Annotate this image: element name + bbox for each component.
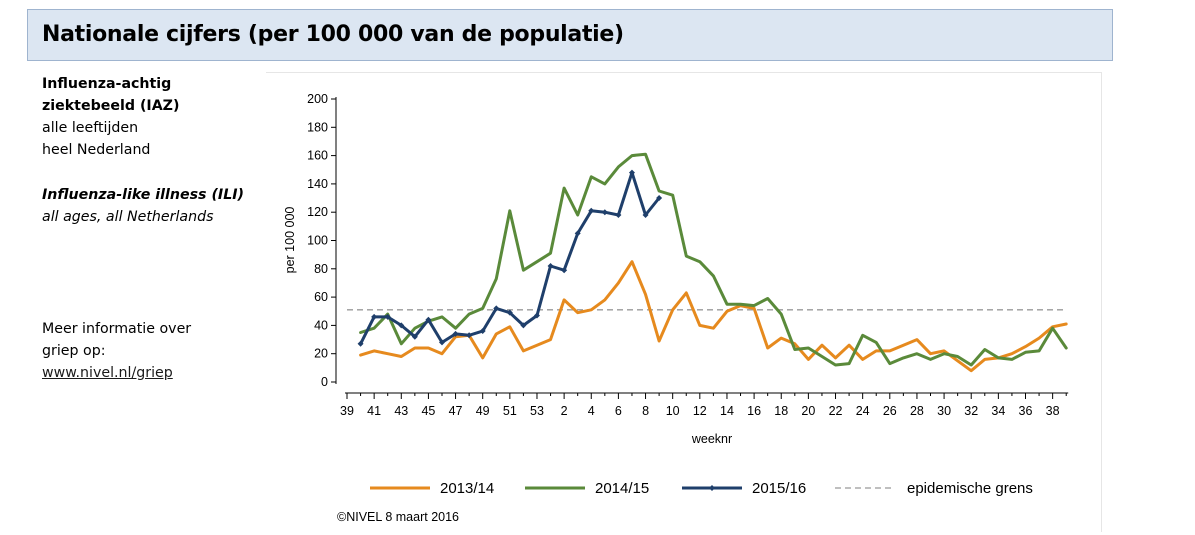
legend: 2013/14 2014/15 2015/16 epidemische grens bbox=[370, 480, 1033, 497]
data-point-marker bbox=[642, 212, 649, 219]
sidebar-nl-title-line2: ziektebeeld (IAZ) bbox=[42, 98, 180, 114]
x-tick-label: 10 bbox=[666, 404, 680, 418]
legend-item: 2013/14 bbox=[370, 480, 494, 497]
x-tick-label: 18 bbox=[774, 404, 788, 418]
y-tick-label: 180 bbox=[307, 120, 328, 134]
x-tick-label: 38 bbox=[1046, 404, 1060, 418]
series-line bbox=[359, 171, 661, 346]
x-tick-label: 47 bbox=[449, 404, 463, 418]
y-tick-label: 20 bbox=[314, 347, 328, 361]
x-tick-label: 36 bbox=[1019, 404, 1033, 418]
data-point-marker bbox=[398, 322, 405, 329]
y-tick-label: 200 bbox=[307, 92, 328, 106]
x-axis: 39 41 43 45 47 49 51 53 2 4 6 8 10 12 14 16 18 20 22 24 26 28… bbox=[340, 392, 1069, 418]
x-tick-label: 12 bbox=[693, 404, 707, 418]
y-tick-label: 60 bbox=[314, 290, 328, 304]
x-tick-label: 8 bbox=[642, 404, 649, 418]
x-tick-label: 14 bbox=[720, 404, 734, 418]
x-tick-label: 6 bbox=[615, 404, 622, 418]
chart-frame bbox=[266, 72, 1102, 532]
data-point-marker bbox=[533, 312, 540, 319]
y-tick-label: 80 bbox=[314, 262, 328, 276]
sidebar-nl-block: Influenza-achtig ziektebeeld (IAZ) alle … bbox=[42, 73, 179, 161]
series-2014-15 bbox=[359, 152, 1068, 367]
series-line bbox=[359, 152, 1068, 367]
data-point-marker bbox=[561, 267, 568, 274]
sidebar-nl-line3: alle leeftijden bbox=[42, 120, 139, 136]
x-tick-label: 20 bbox=[801, 404, 815, 418]
data-point-marker bbox=[452, 330, 459, 337]
x-tick-label: 4 bbox=[588, 404, 595, 418]
sidebar-en-title: Influenza-like illness (ILI) bbox=[42, 187, 245, 203]
x-tick-label: 34 bbox=[991, 404, 1005, 418]
x-tick-label: 43 bbox=[394, 404, 408, 418]
legend-item: epidemische grens bbox=[835, 480, 1033, 497]
y-tick-label: 40 bbox=[314, 318, 328, 332]
data-point-marker bbox=[601, 209, 608, 216]
x-tick-label: 39 bbox=[340, 404, 354, 418]
legend-marker bbox=[709, 485, 715, 491]
data-point-marker bbox=[656, 195, 663, 202]
series-layer bbox=[357, 152, 1068, 373]
x-tick-label: 26 bbox=[883, 404, 897, 418]
sidebar-en-block: Influenza-like illness (ILI) all ages, a… bbox=[42, 184, 244, 228]
x-tick-label: 49 bbox=[476, 404, 490, 418]
x-tick-label: 16 bbox=[747, 404, 761, 418]
x-tick-label: 28 bbox=[910, 404, 924, 418]
data-point-marker bbox=[425, 316, 432, 323]
data-point-marker bbox=[588, 207, 595, 214]
y-tick-label: 140 bbox=[307, 177, 328, 191]
data-point-marker bbox=[493, 305, 500, 312]
data-point-marker bbox=[384, 313, 391, 320]
y-axis-label: per 100 000 bbox=[283, 207, 297, 274]
x-tick-label: 53 bbox=[530, 404, 544, 418]
x-tick-label: 2 bbox=[561, 404, 568, 418]
data-point-marker bbox=[506, 309, 513, 316]
legend-item: 2015/16 bbox=[682, 480, 806, 497]
data-point-marker bbox=[520, 322, 527, 329]
y-tick-label: 120 bbox=[307, 205, 328, 219]
header-bar: Nationale cijfers (per 100 000 van de po… bbox=[27, 9, 1113, 61]
copyright-note: ©NIVEL 8 maart 2016 bbox=[337, 510, 459, 524]
x-tick-label: 32 bbox=[964, 404, 978, 418]
series-2015-16 bbox=[357, 169, 663, 347]
legend-item: 2014/15 bbox=[525, 480, 649, 497]
y-axis: 0 20 40 60 80 100 120 140 160 180 200 bbox=[307, 92, 337, 389]
x-axis-label: weeknr bbox=[691, 432, 732, 446]
y-tick-label: 100 bbox=[307, 234, 328, 248]
x-tick-label: 41 bbox=[367, 404, 381, 418]
y-tick-label: 160 bbox=[307, 149, 328, 163]
page-title: Nationale cijfers (per 100 000 van de po… bbox=[42, 22, 624, 47]
x-tick-label: 45 bbox=[421, 404, 435, 418]
x-tick-label: 51 bbox=[503, 404, 517, 418]
legend-label: 2015/16 bbox=[752, 480, 806, 497]
sidebar-nl-title-line1: Influenza-achtig bbox=[42, 76, 172, 92]
sidebar-info-block: Meer informatie over griep op: www.nivel… bbox=[42, 318, 191, 384]
data-point-marker bbox=[371, 313, 378, 320]
x-tick-label: 30 bbox=[937, 404, 951, 418]
sidebar-info-line2: griep op: bbox=[42, 343, 106, 359]
sidebar-info-line1: Meer informatie over bbox=[42, 321, 192, 337]
legend-label: 2013/14 bbox=[440, 480, 494, 497]
data-point-marker bbox=[574, 230, 581, 237]
legend-label: epidemische grens bbox=[907, 480, 1033, 497]
data-point-marker bbox=[628, 169, 635, 176]
data-point-marker bbox=[547, 262, 554, 269]
sidebar-en-line2: all ages, all Netherlands bbox=[42, 209, 214, 225]
nivel-griep-link[interactable]: www.nivel.nl/griep bbox=[42, 365, 173, 381]
legend-label: 2014/15 bbox=[595, 480, 649, 497]
data-point-marker bbox=[466, 332, 473, 339]
data-point-marker bbox=[615, 212, 622, 219]
y-tick-label: 0 bbox=[321, 375, 328, 389]
data-point-marker bbox=[438, 339, 445, 346]
data-point-marker bbox=[357, 340, 364, 347]
x-tick-label: 24 bbox=[856, 404, 870, 418]
data-point-marker bbox=[479, 328, 486, 335]
sidebar-nl-line4: heel Nederland bbox=[42, 142, 151, 158]
x-tick-label: 22 bbox=[829, 404, 843, 418]
data-point-marker bbox=[411, 333, 418, 340]
